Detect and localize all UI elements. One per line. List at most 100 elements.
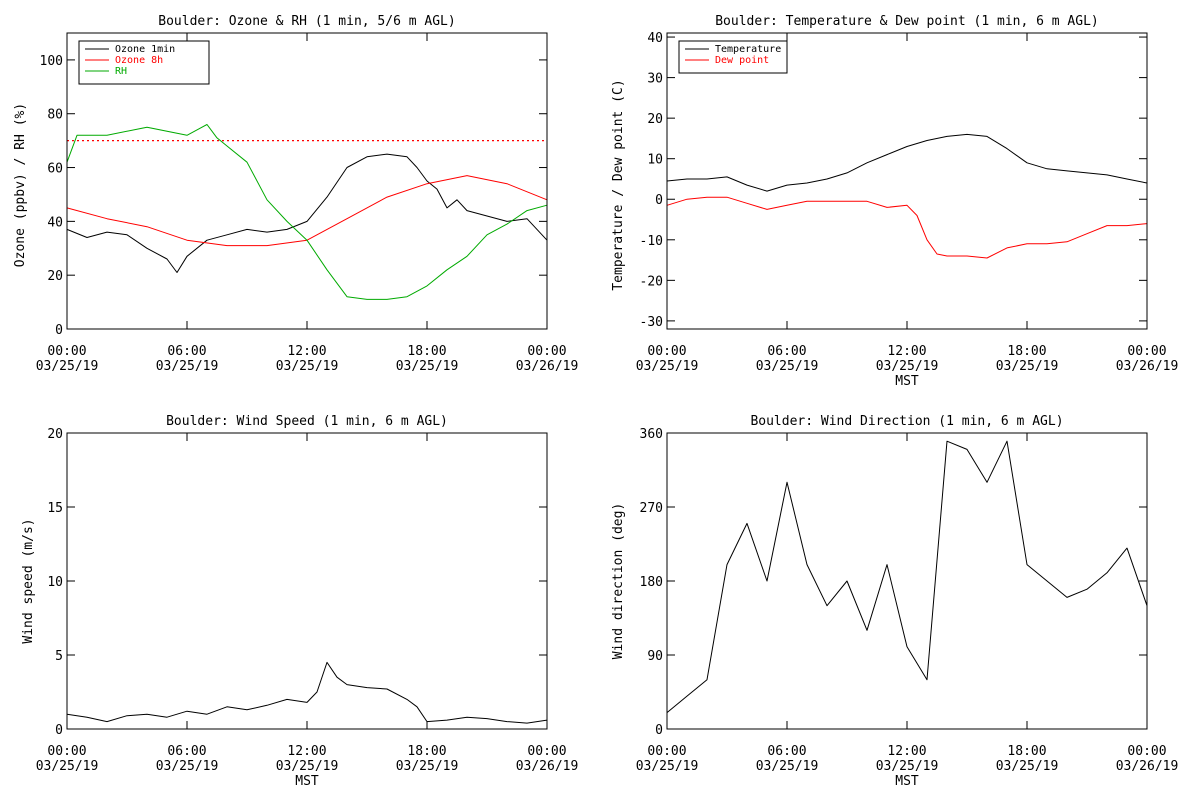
ozone-rh-legend-label: Ozone 8h (115, 55, 163, 66)
ozone-rh-ozone-8h-line (66, 175, 548, 247)
temperature-dewpoint-title: Boulder: Temperature & Dew point (1 min,… (715, 14, 1099, 29)
temperature-dewpoint-ytick-label: 0 (655, 193, 663, 208)
ozone-rh-xtick-date-label: 03/25/19 (36, 359, 99, 374)
ozone-rh-xtick-date-label: 03/26/19 (516, 359, 579, 374)
wind-direction-xtick-label: 00:00 (1127, 744, 1166, 759)
temperature-dewpoint-xlabel: MST (895, 374, 919, 389)
ozone-rh-legend-label: Ozone 1min (115, 44, 175, 55)
ozone-rh-ylabel: Ozone (ppbv) / RH (%) (13, 103, 28, 267)
wind-speed-ytick-label: 10 (47, 575, 63, 590)
ozone-rh-xtick-label: 00:00 (47, 344, 86, 359)
temperature-dewpoint-ytick-label: 10 (647, 153, 663, 168)
wind-speed-xlabel: MST (295, 774, 319, 789)
wind-speed-xtick-label: 18:00 (407, 744, 446, 759)
temperature-dewpoint-dew-point-line (666, 196, 1148, 259)
wind-direction-ytick-label: 360 (640, 427, 663, 442)
wind-direction-ytick-label: 90 (647, 649, 663, 664)
ozone-rh-xtick-label: 12:00 (287, 344, 326, 359)
ozone-rh-xtick-label: 00:00 (527, 344, 566, 359)
ozone-rh-ytick-label: 80 (47, 108, 63, 123)
wind-speed-xtick-date-label: 03/25/19 (396, 759, 459, 774)
wind-speed-ytick-label: 5 (55, 649, 63, 664)
wind-speed-xtick-label: 06:00 (167, 744, 206, 759)
wind-speed-frame (66, 432, 548, 730)
wind-speed-ytick-label: 20 (47, 427, 63, 442)
temperature-dewpoint-xtick-date-label: 03/25/19 (996, 359, 1059, 374)
temperature-dewpoint-ytick-label: -10 (640, 234, 663, 249)
wind-speed-xtick-label: 00:00 (527, 744, 566, 759)
ozone-rh-axes: 02040608010000:0003/25/1906:0003/25/1912… (36, 33, 579, 374)
temperature-dewpoint-xtick-date-label: 03/26/19 (1116, 359, 1179, 374)
wind-direction-panel: Boulder: Wind Direction (1 min, 6 m AGL)… (611, 414, 1178, 789)
ozone-rh-ytick-label: 0 (55, 323, 63, 338)
wind-speed-xtick-date-label: 03/25/19 (36, 759, 99, 774)
ozone-rh-xtick-date-label: 03/25/19 (156, 359, 219, 374)
temperature-dewpoint-axes: -30-20-1001020304000:0003/25/1906:0003/2… (636, 31, 1179, 374)
wind-direction-axes: 09018027036000:0003/25/1906:0003/25/1912… (636, 427, 1179, 774)
wind-direction-ytick-label: 0 (655, 723, 663, 738)
temperature-dewpoint-ytick-label: 20 (647, 112, 663, 127)
temperature-dewpoint-temperature-line (666, 133, 1148, 192)
wind-direction-series-0-line (666, 440, 1148, 713)
ozone-rh-ytick-label: 20 (47, 269, 63, 284)
wind-speed-xtick-label: 12:00 (287, 744, 326, 759)
wind-direction-ytick-label: 180 (640, 575, 663, 590)
ozone-rh-rh-line (66, 124, 548, 300)
temperature-dewpoint-xtick-date-label: 03/25/19 (636, 359, 699, 374)
wind-direction-xtick-date-label: 03/26/19 (1116, 759, 1179, 774)
ozone-rh-xtick-label: 06:00 (167, 344, 206, 359)
temperature-dewpoint-ytick-label: -30 (640, 315, 663, 330)
wind-direction-xtick-date-label: 03/25/19 (636, 759, 699, 774)
ozone-rh-legend-label: RH (115, 66, 127, 77)
temperature-dewpoint-ylabel: Temperature / Dew point (C) (611, 79, 626, 290)
wind-speed-axes: 0510152000:0003/25/1906:0003/25/1912:000… (36, 427, 579, 774)
temperature-dewpoint-ytick-label: 40 (647, 31, 663, 46)
temperature-dewpoint-xtick-label: 12:00 (887, 344, 926, 359)
temperature-dewpoint-ytick-label: -20 (640, 274, 663, 289)
wind-direction-xtick-date-label: 03/25/19 (876, 759, 939, 774)
wind-direction-title: Boulder: Wind Direction (1 min, 6 m AGL) (750, 414, 1063, 429)
wind-direction-xtick-label: 00:00 (647, 744, 686, 759)
wind-speed-xtick-date-label: 03/25/19 (276, 759, 339, 774)
wind-direction-xtick-label: 12:00 (887, 744, 926, 759)
temperature-dewpoint-xtick-label: 06:00 (767, 344, 806, 359)
temperature-dewpoint-xtick-label: 00:00 (1127, 344, 1166, 359)
temperature-dewpoint-xtick-label: 18:00 (1007, 344, 1046, 359)
wind-direction-xtick-label: 06:00 (767, 744, 806, 759)
wind-direction-xtick-date-label: 03/25/19 (756, 759, 819, 774)
wind-speed-xtick-date-label: 03/25/19 (156, 759, 219, 774)
ozone-rh-ytick-label: 40 (47, 215, 63, 230)
wind-speed-title: Boulder: Wind Speed (1 min, 6 m AGL) (166, 414, 448, 429)
ozone-rh-xtick-date-label: 03/25/19 (396, 359, 459, 374)
ozone-rh-ozone-1min-line (66, 153, 548, 273)
ozone-rh-xtick-date-label: 03/25/19 (276, 359, 339, 374)
ozone-rh-ytick-label: 60 (47, 162, 63, 177)
wind-speed-xtick-label: 00:00 (47, 744, 86, 759)
temperature-dewpoint-legend (678, 40, 788, 74)
wind-speed-ytick-label: 0 (55, 723, 63, 738)
ozone-rh-title: Boulder: Ozone & RH (1 min, 5/6 m AGL) (158, 14, 455, 29)
wind-speed-plot (66, 661, 548, 724)
wind-direction-ylabel: Wind direction (deg) (611, 503, 626, 660)
temperature-dewpoint-ytick-label: 30 (647, 72, 663, 87)
ozone-rh-panel: Boulder: Ozone & RH (1 min, 5/6 m AGL) O… (13, 14, 578, 374)
wind-speed-series-0-line (66, 661, 548, 724)
wind-direction-ytick-label: 270 (640, 501, 663, 516)
temperature-dewpoint-legend-label: Dew point (715, 55, 769, 66)
temperature-dewpoint-frame (666, 32, 1148, 330)
wind-speed-ytick-label: 15 (47, 501, 63, 516)
temperature-dewpoint-xtick-date-label: 03/25/19 (756, 359, 819, 374)
wind-speed-panel: Boulder: Wind Speed (1 min, 6 m AGL) 0 5 1… (21, 414, 578, 789)
wind-direction-xtick-label: 18:00 (1007, 744, 1046, 759)
wind-speed-ylabel: Wind speed (m/s) (21, 518, 36, 643)
temperature-dewpoint-xtick-label: 00:00 (647, 344, 686, 359)
wind-direction-plot (666, 440, 1148, 713)
temperature-dewpoint-panel: Boulder: Temperature & Dew point (1 min,… (611, 14, 1178, 389)
wind-direction-frame (666, 432, 1148, 730)
wind-direction-xtick-date-label: 03/25/19 (996, 759, 1059, 774)
wind-speed-xtick-date-label: 03/26/19 (516, 759, 579, 774)
ozone-rh-xtick-label: 18:00 (407, 344, 446, 359)
